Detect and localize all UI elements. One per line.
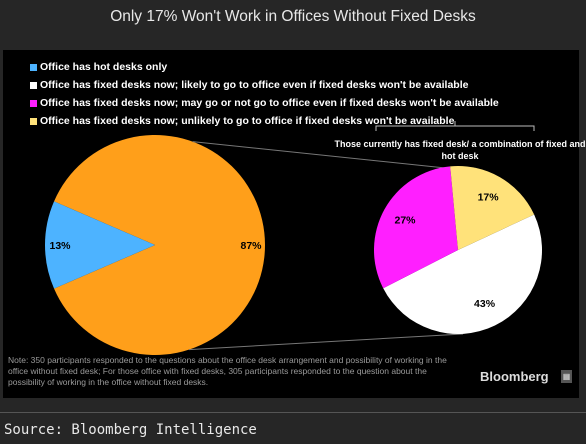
connector-line-top [192,141,456,170]
data-label-hot-desks: 13% [49,240,71,252]
pie-slice-likely [383,214,543,335]
legend-swatch [30,117,37,125]
terminal-icon: ▦ [561,370,572,383]
legend-swatch [30,99,37,107]
chart-title: Only 17% Won't Work in Offices Without F… [110,8,476,25]
legend-label: Office has fixed desks now; unlikely to … [40,115,455,127]
data-label-likely: 43% [474,298,496,310]
sub-chart-label: Those currently has fixed desk/ a combin… [334,139,586,161]
pie-slice-fixed-desks [54,135,265,355]
legend-label: Office has hot desks only [40,61,168,73]
bracket [375,121,535,131]
pie-slice-may [374,166,458,289]
legend-swatch [30,63,37,71]
legend-item: Office has fixed desks now; unlikely to … [30,112,499,130]
footnote: Note: 350 participants responded to the … [8,355,447,387]
data-label-unlikely: 17% [478,191,500,203]
divider [0,412,586,413]
connector-line-bottom [188,333,464,351]
legend-label: Office has fixed desks now; may go or no… [40,97,499,109]
pie-slice-hot-desks [44,201,155,289]
legend-label: Office has fixed desks now; likely to go… [40,79,469,91]
data-label-may: 27% [394,215,416,227]
source-text: Source: Bloomberg Intelligence [4,422,257,438]
legend-item: Office has fixed desks now; likely to go… [30,76,499,94]
pie-slice-unlikely [450,165,535,250]
legend-item: Office has hot desks only [30,58,499,76]
data-label-fixed-desks: 87% [240,240,262,252]
legend-swatch [30,81,37,89]
legend: Office has hot desks only Office has fix… [30,58,499,130]
legend-item: Office has fixed desks now; may go or no… [30,94,499,112]
bloomberg-logo: Bloomberg [480,369,549,384]
